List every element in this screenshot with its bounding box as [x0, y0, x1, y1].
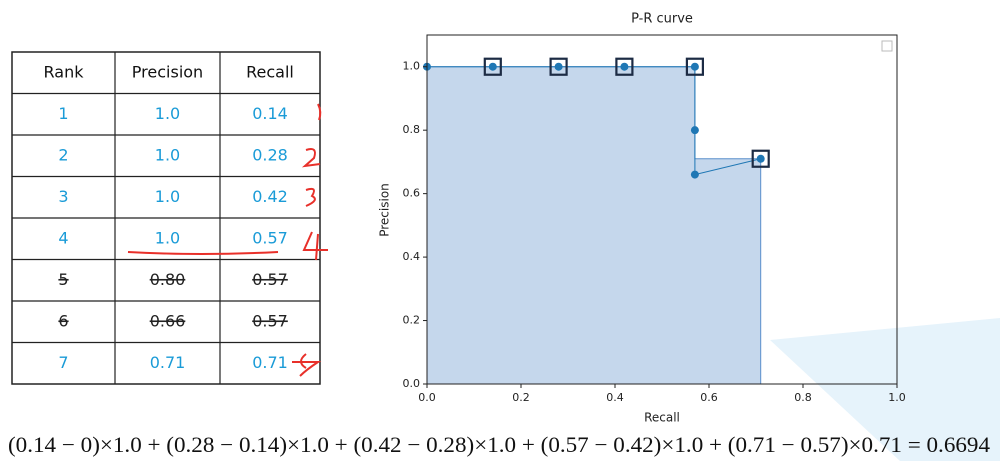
point — [554, 62, 563, 71]
square-marker — [549, 57, 568, 76]
y-tick-label: 0.4 — [403, 250, 421, 263]
table-cell: 3 — [58, 187, 68, 206]
header-cell: Precision — [132, 62, 203, 81]
table-cell: 0.80 — [150, 270, 186, 289]
x-tick-label: 0.4 — [606, 391, 624, 404]
point — [690, 62, 699, 71]
square-marker — [751, 149, 770, 168]
y-tick-label: 1.0 — [403, 60, 421, 73]
table-cell: 0.42 — [252, 187, 288, 206]
x-tick-label: 0.8 — [794, 391, 812, 404]
formula: (0.14 − 0)×1.0 + (0.28 − 0.14)×1.0 + (0.… — [8, 432, 990, 457]
y-tick-label: 0.0 — [403, 377, 421, 390]
chart-title: P-R curve — [631, 12, 693, 27]
point — [756, 154, 765, 163]
table-cell: 7 — [58, 353, 68, 372]
line — [427, 66, 761, 176]
table-cell: 1.0 — [155, 228, 180, 247]
scribble — [301, 148, 321, 168]
table-cell: 6 — [58, 311, 68, 330]
y-tick-label: 0.6 — [403, 187, 421, 200]
point — [620, 62, 629, 71]
y-tick-label: 0.2 — [403, 314, 421, 327]
scribble — [305, 187, 316, 207]
table-cell: 1 — [58, 104, 68, 123]
table-cell: 1.0 — [155, 104, 180, 123]
header-cell: Rank — [44, 62, 85, 81]
plot-frame — [426, 34, 898, 385]
point — [690, 126, 699, 135]
table-cell: 2 — [58, 145, 68, 164]
x-tick-label: 0.0 — [418, 391, 436, 404]
scribble — [317, 103, 322, 121]
square-marker — [615, 57, 634, 76]
x-axis-label: Recall — [644, 411, 680, 425]
table-cell: 0.14 — [252, 104, 288, 123]
point — [488, 62, 497, 71]
square-marker — [483, 57, 502, 76]
table-cell: 0.71 — [150, 353, 186, 372]
table-cell: 0.66 — [150, 311, 186, 330]
area — [426, 66, 762, 385]
decor-shape — [770, 318, 1000, 461]
legend-box — [881, 40, 893, 52]
scribble — [292, 353, 322, 377]
table-cell: 5 — [58, 270, 68, 289]
point — [690, 170, 699, 179]
table-cell: 0.57 — [252, 311, 288, 330]
header-cell: Recall — [246, 62, 294, 81]
underline — [127, 251, 279, 255]
square-marker — [685, 57, 705, 76]
scribble — [302, 231, 328, 261]
table-cell: 0.71 — [252, 353, 288, 372]
x-tick-label: 0.6 — [700, 391, 718, 404]
table-cell: 0.28 — [252, 145, 288, 164]
table-cell: 1.0 — [155, 145, 180, 164]
x-tick-label: 1.0 — [888, 391, 906, 404]
y-axis-label: Precision — [378, 183, 392, 237]
handwriting — [127, 103, 328, 377]
x-tick-label: 0.2 — [512, 391, 530, 404]
y-tick-label: 0.8 — [403, 123, 421, 136]
table-cell: 1.0 — [155, 187, 180, 206]
table-cell: 0.57 — [252, 270, 288, 289]
table-cell: 0.57 — [252, 228, 288, 247]
table-cell: 4 — [58, 228, 68, 247]
